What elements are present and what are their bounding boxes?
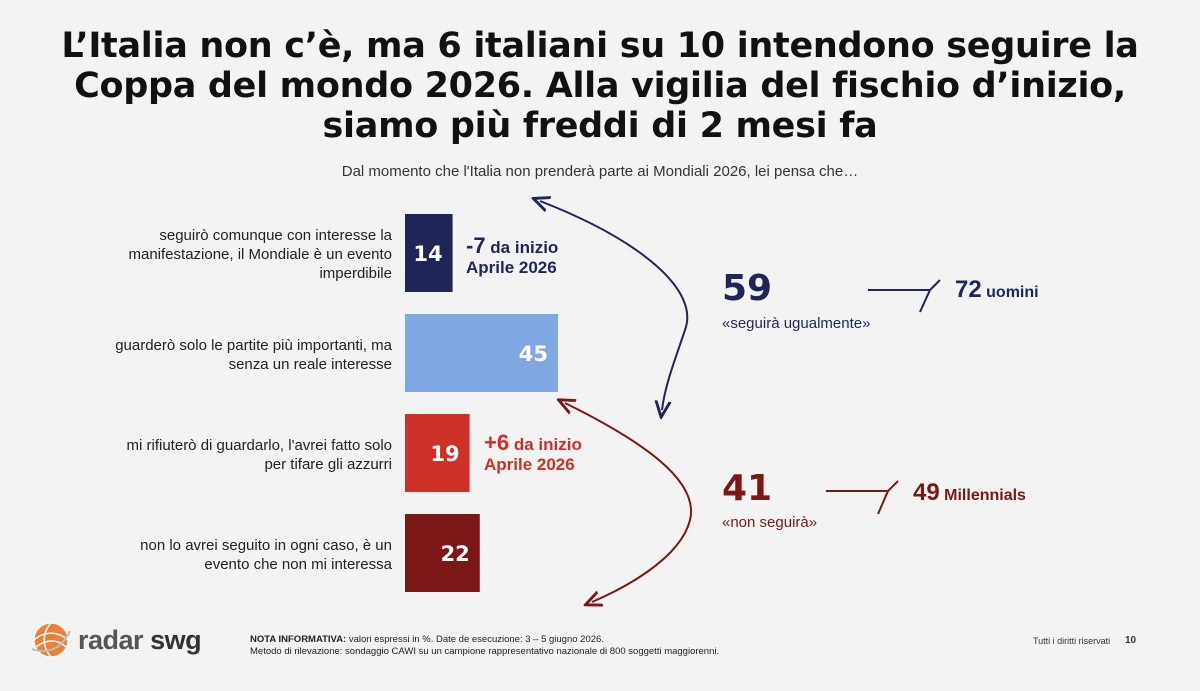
logo-text-swg: swg [150, 624, 202, 655]
summary-men-value: 72 [955, 276, 982, 303]
bar-value-label-3: 19 [430, 442, 459, 466]
survey-question: Dal momento che l'Italia non prenderà pa… [341, 163, 859, 180]
delta-text: da inizio [513, 435, 582, 454]
bracket-arrow-not-follow [565, 403, 693, 602]
summary-millennials-label: Millennials [944, 487, 1026, 504]
methodology-note: NOTA INFORMATIVA: valori espressi in %. … [250, 634, 719, 658]
bar-1 [405, 214, 453, 292]
note-line-1: valori espressi in %. Date de esecuzione… [348, 634, 604, 645]
delta-text: da inizio [490, 238, 559, 257]
note-line-2: Metodo di rilevazione: sondaggio CAWI su… [250, 646, 720, 657]
category-label-2: guarderò solo le partite più importanti,… [115, 337, 392, 373]
summary-men: 72 uomini [955, 276, 1039, 304]
summary-millennials-value: 49 [913, 479, 940, 506]
bar-value-label-1: 14 [413, 242, 442, 266]
delta-period: Aprile 2026 [484, 455, 575, 474]
delta-follow: -7 da inizio Aprile 2026 [466, 233, 559, 278]
summary-notfollow-value: 41 [722, 468, 773, 509]
bar-value-label-4: 22 [441, 542, 470, 566]
logo-text: radar swg [78, 624, 202, 656]
summary-notfollow-label: «non seguirà» [722, 514, 818, 531]
bar-4 [405, 514, 480, 592]
bar-3 [405, 414, 470, 492]
arrow-head-follow [919, 279, 941, 313]
delta-value: -7 [466, 233, 486, 258]
summary-follow-value: 59 [722, 268, 773, 309]
arrow-head-notfollow [877, 480, 899, 515]
radar-swg-logo: radar swg [30, 620, 202, 660]
summary-follow-label: «seguirà ugualmente» [722, 315, 871, 332]
category-label-3: mi rifiuterò di guardarlo, l'avrei fatto… [126, 437, 392, 473]
category-label-1: seguirò comunque con interesse la manife… [128, 227, 393, 282]
page-title: L’Italia non c’è, ma 6 italiani su 10 in… [61, 26, 1139, 146]
summary-millennials: 49 Millennials [913, 479, 1026, 507]
delta-period: Aprile 2026 [466, 258, 557, 277]
globe-icon [31, 622, 71, 658]
page-number: 10 [1125, 635, 1137, 646]
bracket-arrow-follow [540, 201, 689, 410]
delta-value: +6 [484, 430, 510, 455]
summary-men-label: uomini [986, 284, 1039, 301]
delta-refuse: +6 da inizio Aprile 2026 [484, 430, 582, 475]
logo-text-radar: radar [78, 624, 144, 655]
bar-value-label-2: 45 [519, 342, 548, 366]
copyright-text: Tutti i diritti riservati [1033, 636, 1111, 646]
note-heading: NOTA INFORMATIVA: [250, 634, 347, 645]
category-label-4: non lo avrei seguito in ogni caso, è un … [140, 537, 392, 573]
